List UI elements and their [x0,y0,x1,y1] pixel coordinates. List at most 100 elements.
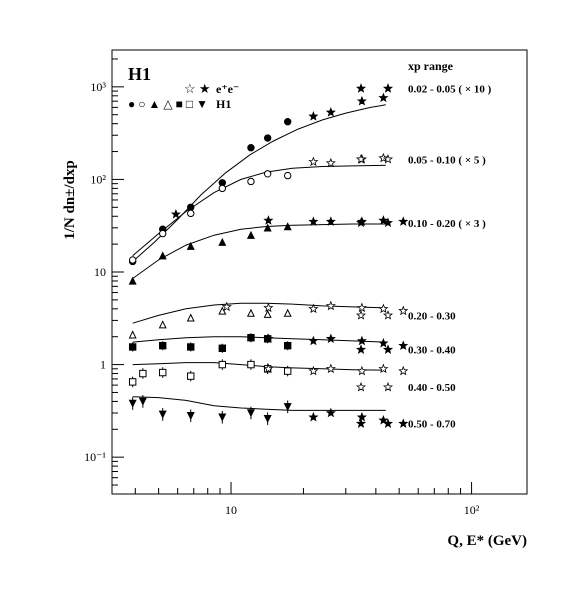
h1-point [246,230,255,239]
model-curve [132,302,386,324]
ee-point [325,363,336,374]
h1-point [187,372,195,380]
h1-point [128,343,137,351]
range-h1-marker [382,217,394,228]
h1-point [247,360,255,369]
ee-point [221,301,232,312]
h1-point [187,343,195,351]
x-axis-label: Q, E* (GeV) [447,533,527,549]
range-label: 0.05 - 0.10 ( × 5 ) [408,154,486,166]
ee-point [325,333,336,344]
model-curve [132,104,386,262]
h1-point [218,360,227,369]
range-ee-star [355,344,367,354]
range-h1-marker [382,310,394,320]
range-labels: 0.02 - 0.05 ( × 10 ) 0.05 - 0.10 ( × 5 ) 0… [355,83,492,431]
range-label: 0.20 - 0.30 [408,310,456,322]
range-ee-star [355,217,367,228]
ee-point [325,300,336,311]
legend-range-header: xp range [408,59,454,73]
plot-frame [111,49,528,495]
model-curve [132,223,386,279]
h1-point [138,397,147,406]
range-ee-star [355,310,367,320]
series-group [128,152,389,264]
h1-point [263,223,272,232]
y-tick-label: 10⁻¹ [84,450,106,464]
h1-point [263,415,272,424]
model-curve [132,396,386,411]
model-curve [132,336,386,343]
ee-point [378,215,389,225]
ee-point [308,303,319,314]
ee-point [398,305,409,316]
ee-point [398,418,409,428]
ee-point [170,208,181,219]
h1-point [283,308,292,317]
axis-ticks: 10 10² 10⁻¹ 1 10 10² 10³ [84,58,480,517]
h1-point [128,399,137,408]
h1-point [246,308,255,317]
range-h1-marker [382,153,394,164]
h1-point [283,367,292,375]
legend-ee-symbols: ☆ ★ [184,81,211,96]
ee-point [325,107,336,117]
y-tick-label: 10 [94,265,106,279]
x-tick-label: 10 [225,503,237,517]
ee-point [378,337,389,348]
ee-point [325,216,336,226]
series-group [128,333,409,353]
h1-point [283,403,292,412]
ee-point [325,407,336,418]
y-axis-label: 1/N dn±/dxp [62,160,78,240]
h1-point [186,313,195,322]
h1-point [187,209,195,218]
h1-point [186,241,195,250]
h1-point [247,334,255,342]
range-label: 0.50 - 0.70 [408,419,456,431]
h1-point [247,177,255,186]
series-group [128,92,389,266]
h1-point [247,144,255,152]
h1-point [158,320,167,329]
h1-point [159,341,167,350]
legend-h1-label: H1 [216,97,231,111]
h1-point [186,412,195,421]
h1-point [246,409,255,418]
h1-point [283,171,292,180]
series-group [128,395,409,428]
ee-point [263,333,274,344]
ee-point [378,303,389,314]
h1-point [159,229,167,238]
h1-point [218,184,227,193]
legend-h1-symbols: ● ○ ▲ △ ■ □ ▼ [128,97,208,111]
ee-point [356,365,367,376]
model-curve [132,362,386,371]
h1-point [218,344,227,352]
model-curve [132,164,386,257]
h1-point [218,413,227,422]
ee-point [378,92,389,103]
range-h1-marker [382,83,394,93]
range-label: 0.02 - 0.05 ( × 10 ) [408,83,492,95]
h1-point [158,410,167,419]
ee-point [308,216,319,226]
ee-point [308,111,319,121]
h1-point [128,378,137,386]
h1-point [128,276,137,285]
ee-point [263,363,274,374]
h1-point [218,237,227,246]
y-tick-label: 10² [90,172,106,186]
series-group [128,359,409,388]
h1-point [263,309,272,318]
range-label: 0.40 - 0.50 [408,382,456,394]
series-group [128,300,409,339]
h1-point [139,369,147,378]
ee-point [308,365,319,376]
data-marks [128,92,409,428]
h1-point [128,330,137,339]
h1-point [128,256,137,264]
range-h1-marker [382,344,394,354]
ee-point [398,365,409,376]
